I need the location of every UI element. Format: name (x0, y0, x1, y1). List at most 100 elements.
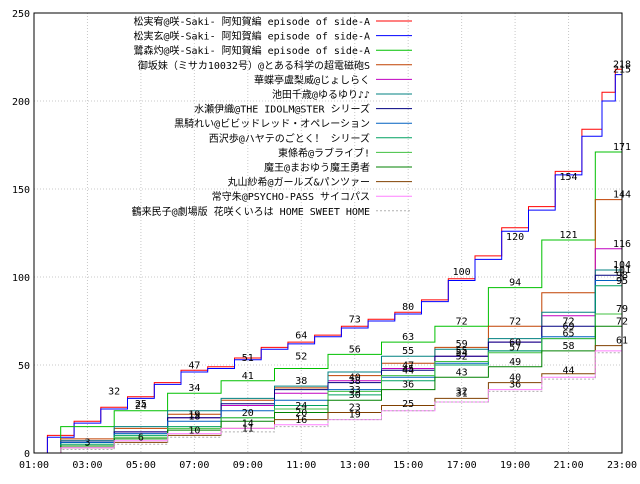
data-label: 18 (188, 411, 200, 422)
data-label: 72 (456, 316, 468, 327)
data-label: 38 (295, 376, 307, 387)
y-tick-label: 50 (18, 361, 30, 372)
data-label: 32 (108, 387, 120, 398)
legend-label: 池田千歳@ゆるゆり♪♪ (272, 88, 370, 101)
legend-label: 松実宥@咲-Saki- 阿知賀編 episode of side-A (133, 15, 370, 28)
data-label: 34 (188, 383, 200, 394)
x-tick-label: 03:00 (72, 460, 102, 471)
x-tick-label: 19:00 (500, 460, 530, 471)
legend-label: 常守朱@PSYCHO-PASS サイコパス (212, 190, 370, 203)
data-label: 63 (402, 332, 414, 343)
x-tick-label: 15:00 (393, 460, 423, 471)
data-label: 20 (242, 408, 254, 419)
data-label: 32 (456, 387, 468, 398)
data-label: 49 (509, 357, 521, 368)
data-label: 64 (295, 330, 307, 341)
data-label: 59 (456, 339, 468, 350)
data-label: 16 (295, 415, 307, 426)
legend-label: 鷺森灼@咲-Saki- 阿知賀編 episode of side-A (133, 44, 370, 57)
series-line (34, 74, 622, 454)
data-label: 24 (135, 401, 147, 412)
plot-frame (33, 12, 623, 454)
legend-label: 御坂妹（ミサカ10032号）@とある科学の超電磁砲S (138, 59, 370, 72)
y-tick-label: 100 (12, 273, 30, 284)
data-label: 33 (349, 385, 361, 396)
data-label: 25 (135, 399, 147, 410)
series-line (34, 269, 622, 454)
data-label: 57 (509, 343, 521, 354)
data-label: 30 (349, 390, 361, 401)
data-label: 47 (402, 360, 414, 371)
series-lines (34, 68, 622, 454)
data-label: 121 (560, 230, 578, 241)
series-line (34, 151, 622, 454)
data-label: 58 (563, 341, 575, 352)
legend-label: 黒騎れい@ビビッドレッド・オペレーション (174, 117, 370, 130)
data-label: 3 (84, 438, 90, 449)
data-label: 43 (456, 367, 468, 378)
data-label: 24 (295, 401, 307, 412)
data-label: 45 (402, 364, 414, 375)
data-label: 100 (453, 267, 471, 278)
axes: 0 50 100 150 200 250 01:00 03:00 05:00 07:00 09:00… (12, 9, 637, 471)
legend-label: 西沢歩@ハヤテのごとく！ シリーズ (209, 132, 370, 145)
data-label: 14 (242, 418, 254, 429)
y-tick-label: 250 (12, 9, 30, 20)
data-label: 69 (563, 322, 575, 333)
x-tick-label: 07:00 (179, 460, 209, 471)
series-line (34, 352, 622, 454)
legend-label: 松実玄@咲-Saki- 阿知賀編 episode of side-A (133, 30, 370, 43)
data-label: 60 (509, 337, 521, 348)
data-label: 154 (560, 172, 578, 183)
data-label: 52 (295, 351, 307, 362)
y-tick-label: 0 (24, 449, 30, 460)
x-tick-label: 05:00 (126, 460, 156, 471)
x-tick-label: 09:00 (233, 460, 263, 471)
data-label: 41 (242, 371, 254, 382)
data-label: 40 (349, 373, 361, 384)
y-tick-label: 200 (12, 97, 30, 108)
series-line (34, 325, 622, 454)
data-label: 54 (456, 348, 468, 359)
legend-label: 丸山紗希@ガールズ&パンツァー (227, 176, 370, 189)
data-label: 72 (509, 316, 521, 327)
data-label: 94 (509, 278, 521, 289)
x-tick-label: 17:00 (447, 460, 477, 471)
data-label: 36 (509, 380, 521, 391)
data-label: 51 (242, 353, 254, 364)
x-tick-label: 23:00 (607, 460, 637, 471)
legend-label: 鶴来民子@劇場版 花咲くいろは HOME SWEET HOME (132, 205, 370, 218)
data-label: 52 (456, 351, 468, 362)
data-label: 72 (563, 316, 575, 327)
data-label: 11 (242, 424, 254, 435)
x-tick-label: 13:00 (340, 460, 370, 471)
data-label: 40 (509, 373, 521, 384)
data-label: 19 (188, 410, 200, 421)
data-label: 23 (349, 403, 361, 414)
x-tick-label: 01:00 (19, 460, 49, 471)
data-label: 55 (456, 346, 468, 357)
legend-label: 東條希@ラブライブ! (278, 146, 370, 159)
x-tick-label: 11:00 (286, 460, 316, 471)
data-label: 10 (188, 425, 200, 436)
data-label: 65 (563, 329, 575, 340)
point-labels: 3247516473801001201542182153441566372941… (84, 59, 631, 448)
legend-label: 水瀬伊織@THE IDOLM@STER シリーズ (194, 103, 370, 116)
data-label: 47 (188, 360, 200, 371)
series-line (34, 274, 622, 454)
x-tick-label: 21:00 (553, 460, 583, 471)
data-label: 31 (456, 388, 468, 399)
legend: 松実宥@咲-Saki- 阿知賀編 episode of side-A 松実玄@咲-… (132, 15, 412, 218)
y-tick-label: 150 (12, 185, 30, 196)
data-label: 25 (402, 399, 414, 410)
data-label: 36 (402, 380, 414, 391)
legend-label: 華蝶亭盧梨威@じょしらく (254, 73, 370, 86)
data-label: 80 (402, 302, 414, 313)
data-label: 73 (349, 315, 361, 326)
data-label: 44 (563, 366, 575, 377)
series-line (34, 345, 622, 454)
data-label: 44 (402, 366, 414, 377)
data-label: 6 (138, 432, 144, 443)
